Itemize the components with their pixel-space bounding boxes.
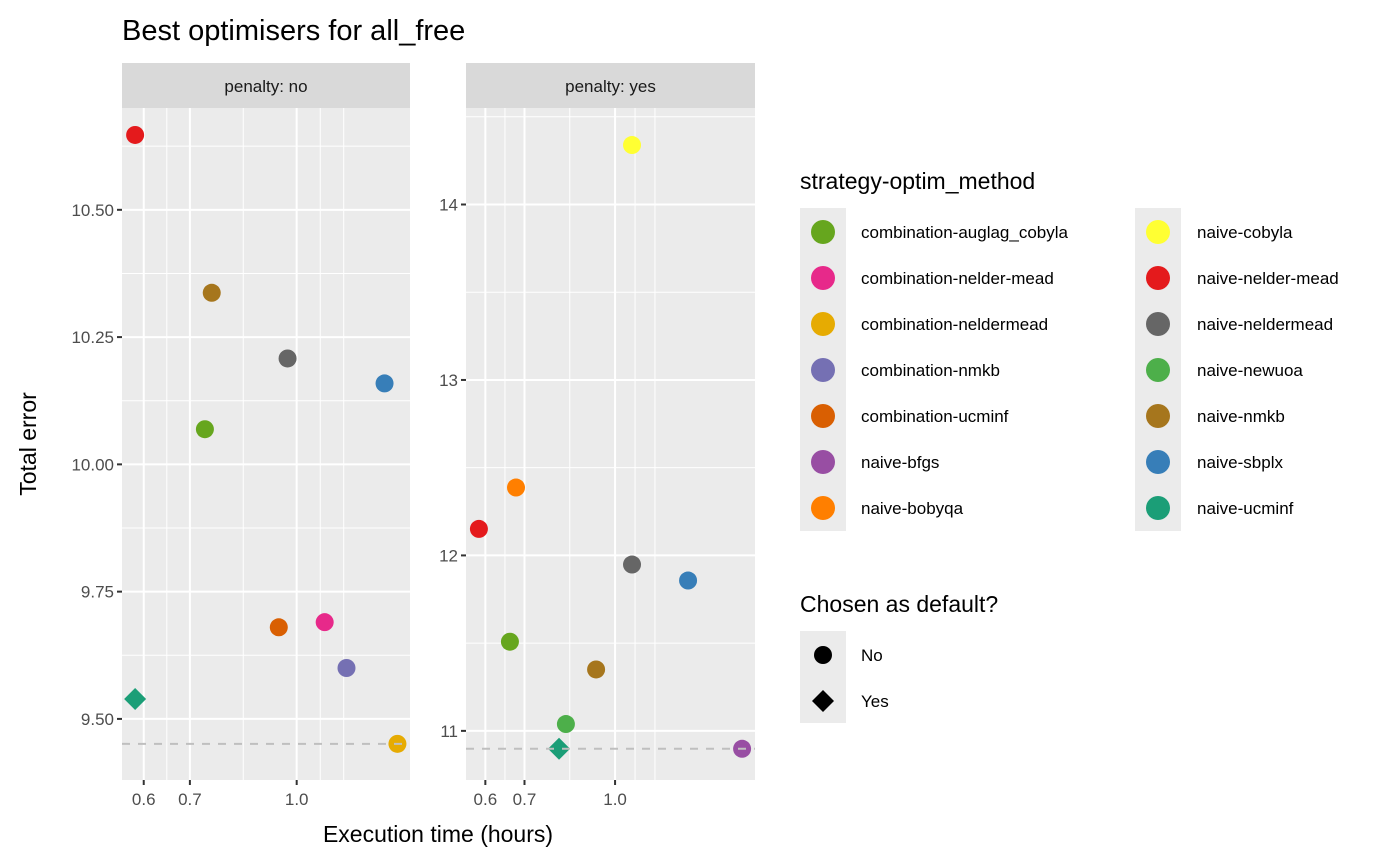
panel-background	[122, 108, 410, 780]
legend-key-combination-ucminf	[811, 404, 835, 428]
legend-key-naive-nelder-mead	[1146, 266, 1170, 290]
x-tick-label: 0.7	[178, 790, 202, 809]
data-point-naive-bobyqa	[507, 478, 526, 497]
data-point-naive-newuoa	[556, 715, 575, 734]
legend-label: naive-neldermead	[1197, 315, 1333, 334]
y-tick-label: 9.50	[81, 710, 114, 729]
legend-label: naive-ucminf	[1197, 499, 1294, 518]
legend-label: combination-ucminf	[861, 407, 1009, 426]
x-tick-label: 0.6	[474, 790, 498, 809]
y-tick-label: 13	[439, 371, 458, 390]
legend-label: naive-sbplx	[1197, 453, 1283, 472]
data-point-naive-neldermead	[278, 349, 297, 368]
data-point-combination-nelder-mead	[315, 613, 334, 632]
data-point-naive-neldermead	[623, 555, 642, 574]
facet-strip	[466, 63, 755, 108]
legend-label: naive-nmkb	[1197, 407, 1285, 426]
legend-label: Yes	[861, 692, 889, 711]
x-tick-label: 1.0	[603, 790, 627, 809]
y-axis-label: Total error	[15, 392, 41, 496]
data-point-naive-nelder-mead	[469, 519, 488, 538]
data-point-naive-nelder-mead	[126, 125, 145, 144]
data-point-naive-cobyla	[623, 136, 642, 155]
legend-key-combination-nmkb	[811, 358, 835, 382]
data-point-combination-auglag_cobyla	[500, 632, 519, 651]
legend-label: naive-bobyqa	[861, 499, 964, 518]
data-point-naive-sbplx	[375, 374, 394, 393]
legend-key-diamond	[812, 690, 834, 712]
data-point-naive-ucminf	[548, 737, 571, 760]
legend-key-naive-cobyla	[1146, 220, 1170, 244]
legend-key-naive-bfgs	[811, 450, 835, 474]
legend-label: No	[861, 646, 883, 665]
y-tick-label: 9.75	[81, 583, 114, 602]
facet-strip	[122, 63, 410, 108]
data-point-combination-auglag_cobyla	[195, 420, 214, 439]
legend-key-combination-auglag_cobyla	[811, 220, 835, 244]
x-tick-label: 1.0	[285, 790, 309, 809]
legend-key-combination-neldermead	[811, 312, 835, 336]
legend-label: combination-neldermead	[861, 315, 1048, 334]
y-tick-label: 14	[439, 196, 458, 215]
legend-label: naive-nelder-mead	[1197, 269, 1339, 288]
legend-label: naive-newuoa	[1197, 361, 1303, 380]
legend-key-combination-nelder-mead	[811, 266, 835, 290]
legend-key-naive-newuoa	[1146, 358, 1170, 382]
data-point-naive-sbplx	[679, 571, 698, 590]
legend-key-naive-sbplx	[1146, 450, 1170, 474]
facet-panel-0: penalty: no 9.50 9.75 10.00 10.25 10.50 0.6 0.7…	[71, 63, 410, 809]
legend-key-circle	[814, 646, 832, 664]
x-axis-label: Execution time (hours)	[323, 821, 553, 847]
x-tick-label: 0.7	[513, 790, 537, 809]
legend-label: combination-nelder-mead	[861, 269, 1054, 288]
data-point-naive-ucminf	[124, 688, 147, 711]
legend-label: combination-auglag_cobyla	[861, 223, 1069, 242]
legend-key-naive-neldermead	[1146, 312, 1170, 336]
legend-key-naive-bobyqa	[811, 496, 835, 520]
y-tick-label: 12	[439, 546, 458, 565]
y-tick-label: 10.00	[71, 455, 114, 474]
x-tick-label: 0.6	[132, 790, 156, 809]
y-tick-label: 10.50	[71, 201, 114, 220]
legend-label: naive-bfgs	[861, 453, 939, 472]
data-point-naive-nmkb	[202, 283, 221, 302]
data-point-naive-nmkb	[587, 660, 606, 679]
color-legend-title: strategy-optim_method	[800, 168, 1035, 194]
shape-legend-title: Chosen as default?	[800, 591, 998, 617]
data-point-combination-ucminf	[269, 618, 288, 637]
facet-strip-label: penalty: no	[224, 77, 307, 96]
data-point-combination-nmkb	[337, 659, 356, 677]
chart-title: Best optimisers for all_free	[122, 15, 465, 47]
panel-background	[466, 108, 755, 780]
legend-key-naive-ucminf	[1146, 496, 1170, 520]
legend-key-naive-nmkb	[1146, 404, 1170, 428]
facet-panel-1: penalty: yes 11 12 13 14 0.6 0.7 1.0	[439, 63, 755, 809]
y-tick-label: 11	[440, 722, 458, 741]
y-tick-label: 10.25	[71, 328, 114, 347]
facet-strip-label: penalty: yes	[565, 77, 656, 96]
legend-label: combination-nmkb	[861, 361, 1000, 380]
legend-label: naive-cobyla	[1197, 223, 1293, 242]
